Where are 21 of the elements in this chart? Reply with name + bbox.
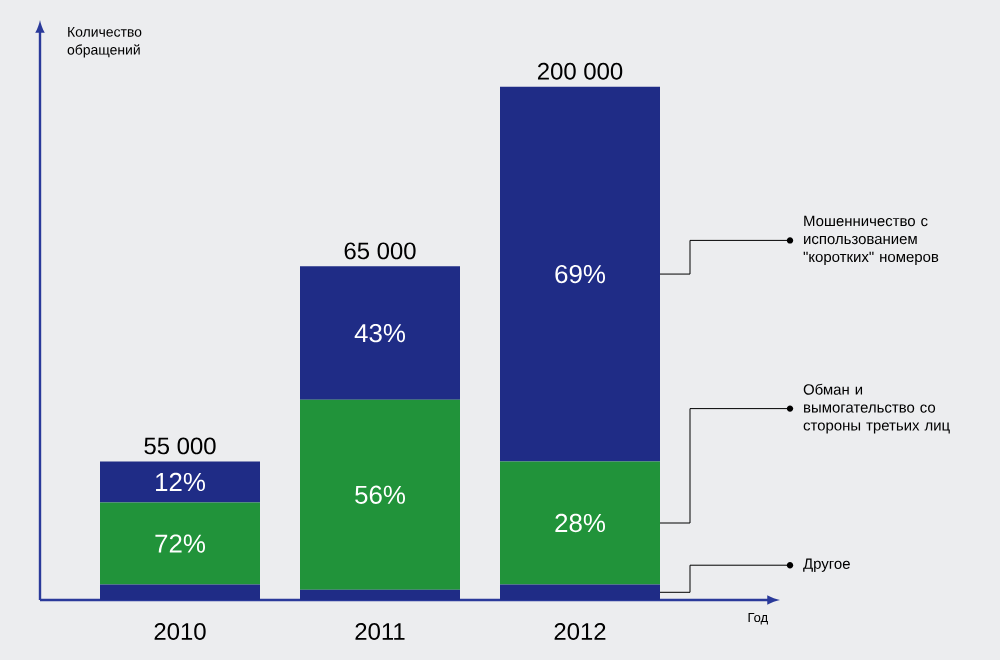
bar [300, 589, 460, 600]
annotation: 69% [555, 264, 606, 284]
annotation: 55 000 [144, 437, 216, 455]
bar [100, 584, 260, 600]
annotation: 12% [156, 472, 206, 492]
bar [300, 266, 460, 400]
text: 200 000 [537, 62, 623, 80]
bar [100, 461, 260, 503]
x-tick-label: 2011 [355, 622, 405, 640]
annotation: 72% [155, 534, 206, 553]
x-tick-label: 2010 [154, 622, 206, 640]
bar [500, 584, 660, 600]
bar [500, 86, 660, 462]
annotation: 28% [555, 513, 606, 533]
annotation: 56% [355, 485, 406, 504]
bar [300, 399, 460, 590]
bar [500, 461, 660, 585]
annotation: 43% [354, 323, 406, 343]
annotation: 65 000 [344, 242, 416, 260]
bar [100, 502, 260, 585]
x-tick-label: 2012 [554, 622, 606, 640]
